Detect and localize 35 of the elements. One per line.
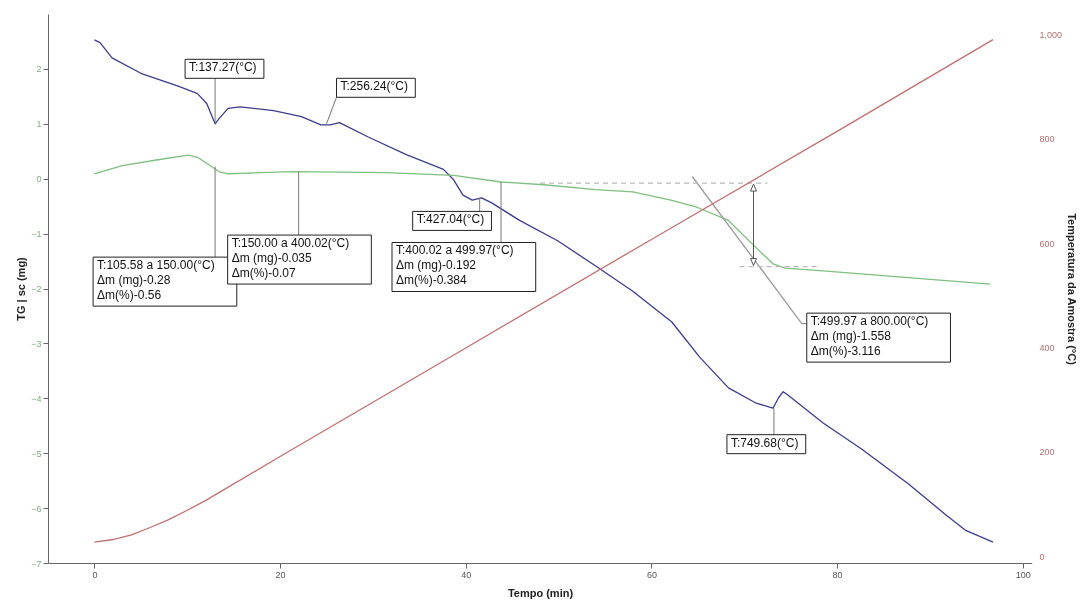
y2-tick-label: 200 bbox=[1039, 447, 1055, 458]
y-tick-label: −2 bbox=[31, 284, 42, 294]
y-tick-label: −6 bbox=[31, 503, 42, 514]
x-tick-label: 20 bbox=[275, 569, 286, 580]
annotation: T:137.27(°C) bbox=[189, 60, 257, 75]
x-tick-label: 100 bbox=[1015, 569, 1031, 580]
annotation: T:499.97 a 800.00(°C) Δm (mg)-1.558 Δm(%)-3.116 bbox=[810, 314, 929, 359]
annotation: T:427.04(°C) bbox=[416, 212, 485, 227]
line-series bbox=[93, 154, 991, 285]
y-tick-label: 2 bbox=[36, 64, 42, 75]
y-tick-label: −5 bbox=[31, 448, 42, 459]
y-tick-label: 0 bbox=[36, 174, 42, 185]
y-tick-label: −7 bbox=[31, 558, 42, 569]
annotation: T:150.00 a 400.02(°C) Δm (mg)-0.035 Δm(%)-0.07 bbox=[231, 236, 350, 281]
x-tick-label: 40 bbox=[461, 569, 472, 580]
x-tick-label: 0 bbox=[92, 569, 98, 580]
y2-tick-label: 0 bbox=[1039, 551, 1045, 562]
annotation: T:256.24(°C) bbox=[340, 79, 408, 94]
y-tick-label: 1 bbox=[36, 119, 42, 130]
y-tick-label: −1 bbox=[31, 229, 42, 240]
annotation: T:749.68(°C) bbox=[730, 435, 799, 450]
y-tick-label: −4 bbox=[31, 393, 42, 404]
line-series bbox=[93, 39, 994, 543]
annotation: T:400.02 a 499.97(°C) Δm (mg)-0.192 Δm(%)-0.384 bbox=[396, 243, 514, 288]
y-tick-label: −3 bbox=[31, 338, 42, 349]
y2-tick-label: 800 bbox=[1039, 134, 1055, 145]
y2-tick-label: 600 bbox=[1039, 238, 1055, 249]
y2-axis-title: Temperatura da Amostra (°C) bbox=[1066, 213, 1079, 366]
y2-tick-label: 400 bbox=[1039, 342, 1055, 353]
y2-tick-label: 1,000 bbox=[1039, 29, 1063, 40]
y-axis-title: TG | sc (mg) bbox=[15, 256, 28, 321]
x-axis-title: Tempo (min) bbox=[507, 586, 574, 599]
x-tick-label: 80 bbox=[832, 569, 843, 580]
annotation: T:105.58 a 150.00(°C) Δm (mg)-0.28 Δm(%)-0.56 bbox=[97, 258, 215, 303]
x-tick-label: 60 bbox=[646, 569, 657, 580]
